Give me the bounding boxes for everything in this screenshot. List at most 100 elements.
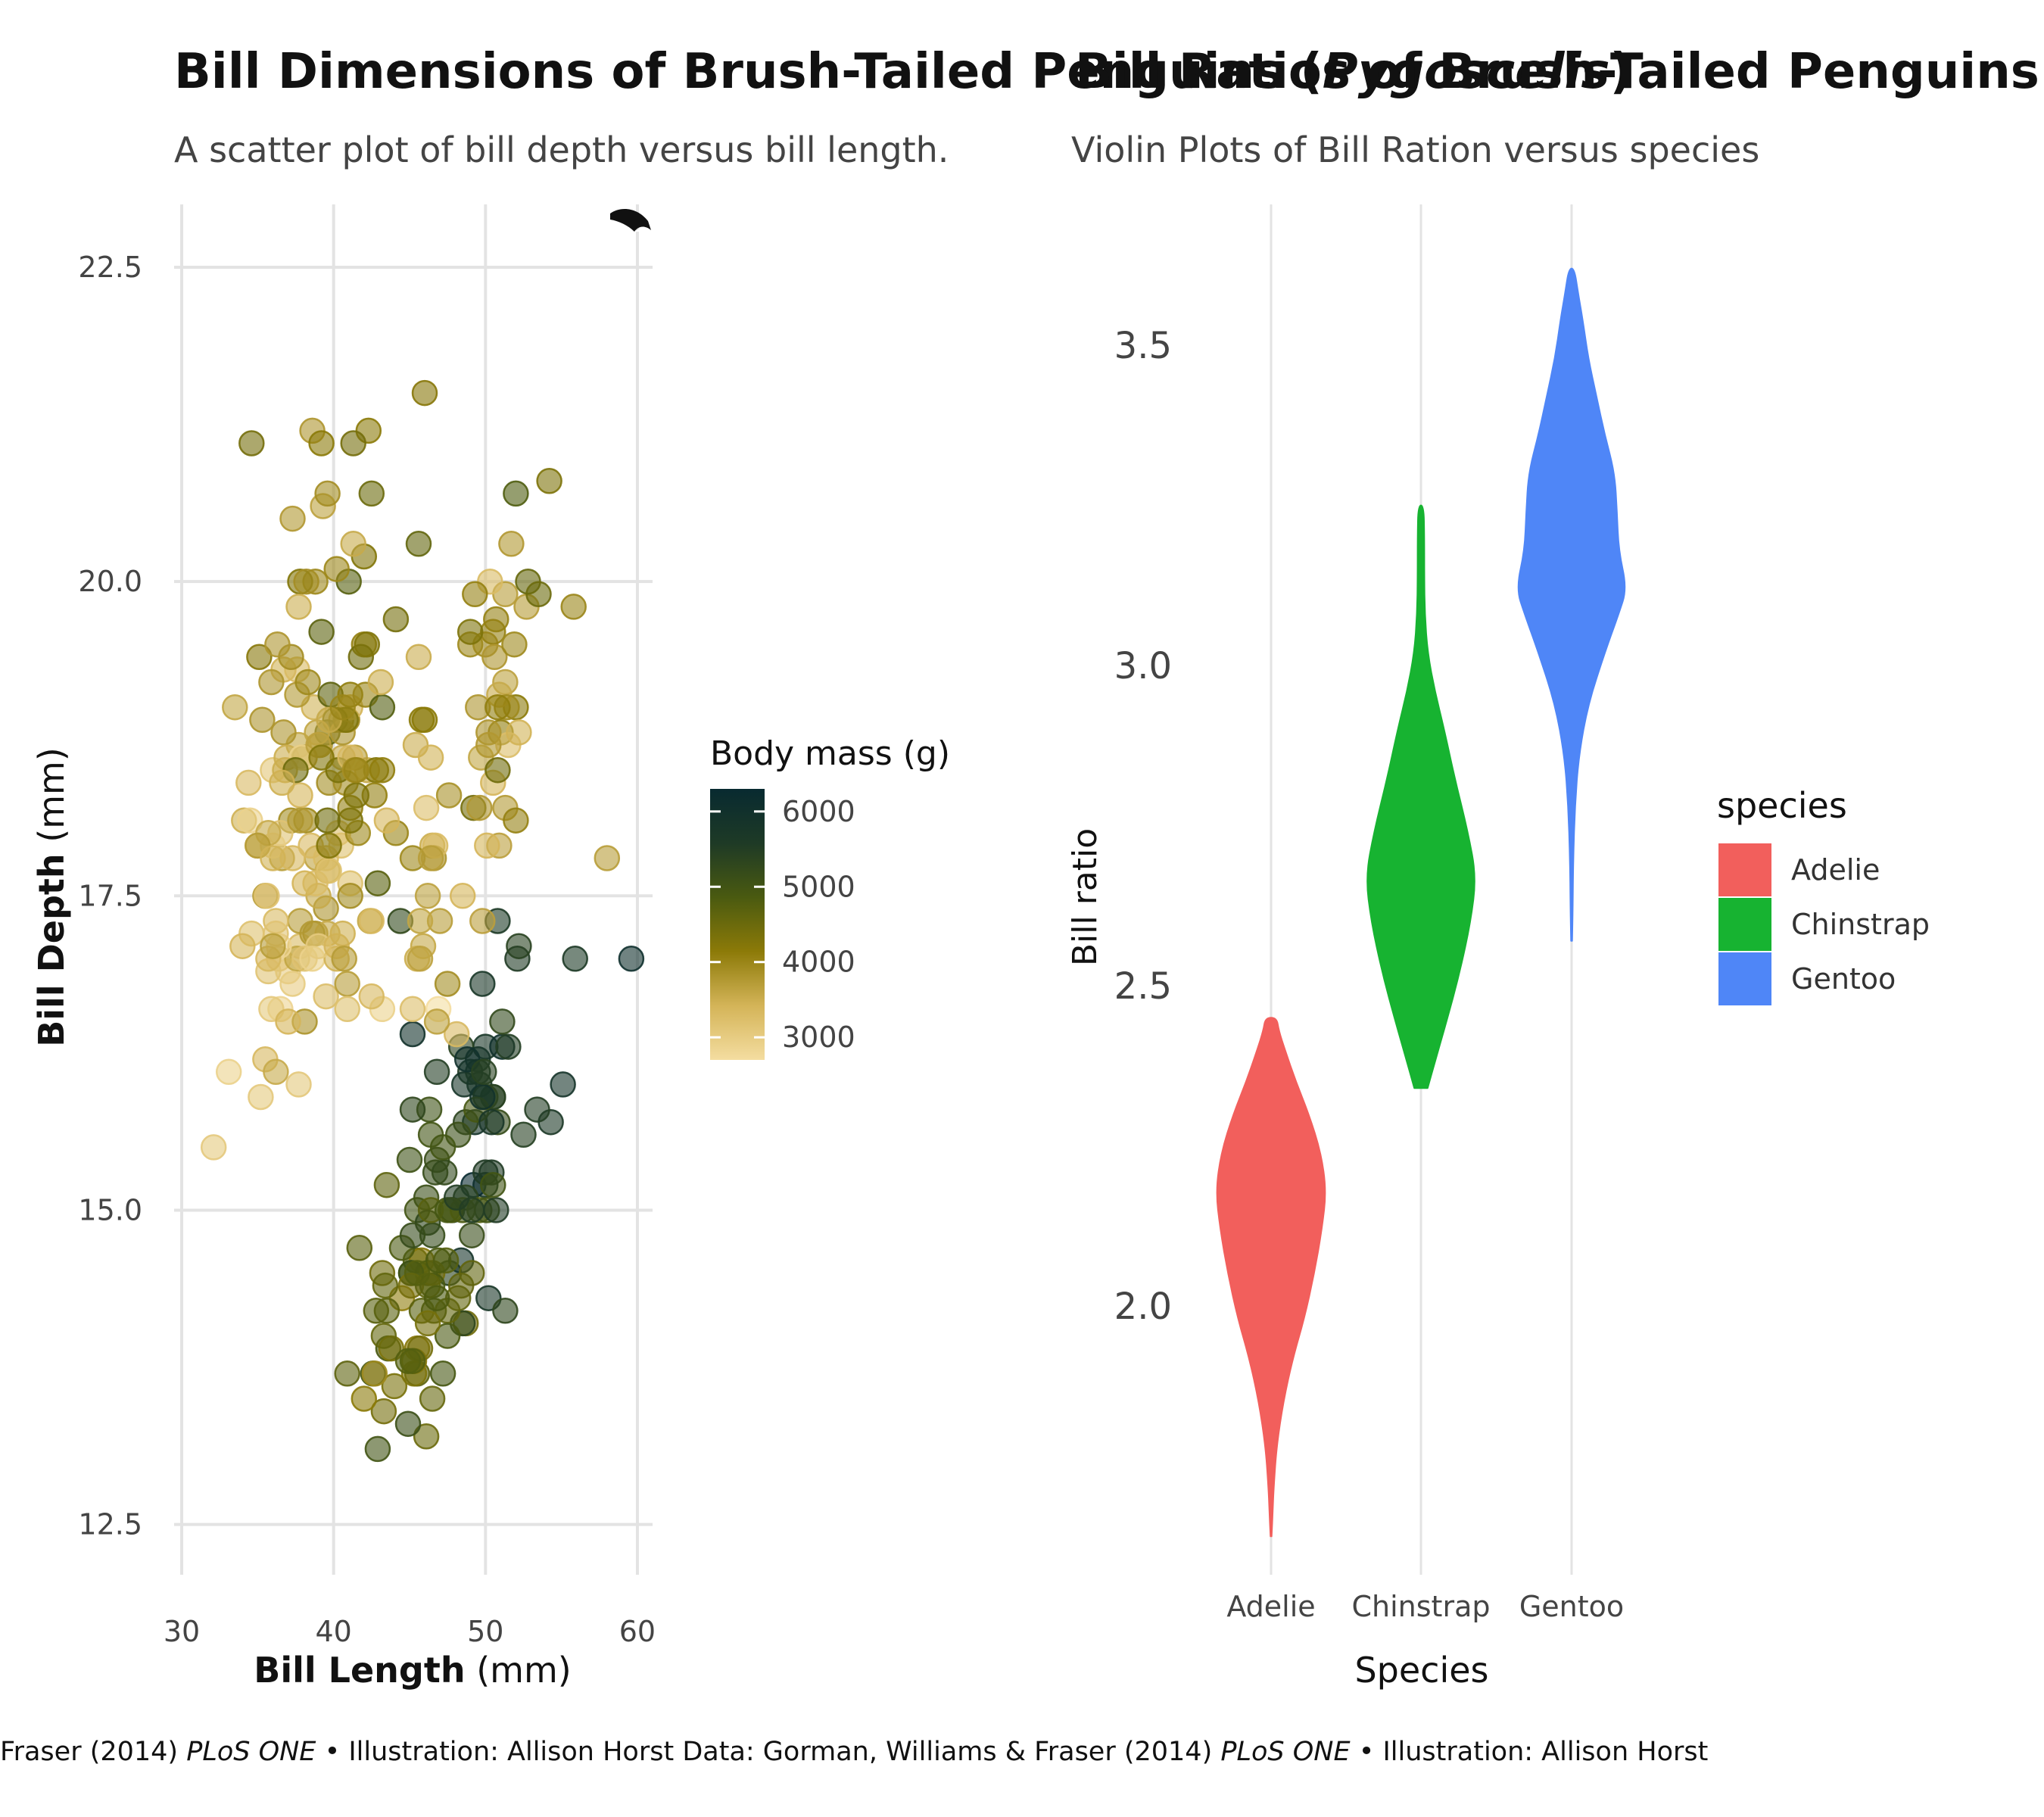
- scatter-point: [285, 594, 312, 620]
- scatter-point: [495, 1033, 522, 1060]
- scatter-point: [429, 1360, 456, 1387]
- scatter-point: [405, 531, 432, 557]
- scatter-point: [291, 870, 318, 896]
- scatter-point: [399, 1222, 426, 1248]
- scatter-point: [316, 832, 342, 859]
- y-tick-label: 20.0: [78, 565, 142, 598]
- scatter-point: [308, 744, 335, 771]
- scatter-point: [399, 1096, 426, 1123]
- scatter-point: [417, 845, 444, 871]
- scatter-point: [414, 1310, 441, 1337]
- scatter-point: [462, 581, 488, 608]
- scatter-point: [404, 1260, 431, 1286]
- violin-title: Bill Ratios of Brush-Tailed Penguins: [1075, 44, 2039, 100]
- scatter-point: [411, 379, 438, 407]
- scatter-point: [369, 756, 396, 784]
- scatter-point: [258, 669, 285, 696]
- scatter-point: [405, 644, 432, 671]
- scatter-point: [594, 845, 621, 871]
- legend-swatch-adelie: [1718, 843, 1771, 896]
- scatter-point: [361, 1360, 388, 1387]
- violin-axes: 2.0 2.5 3.0 3.5 Adelie Chinstrap Gentoo: [1114, 325, 1625, 1623]
- scatter-point: [381, 1373, 408, 1400]
- scatter-point: [293, 568, 319, 595]
- scatter-point: [399, 1021, 426, 1048]
- scatter-point: [474, 832, 500, 859]
- scatter-point: [238, 430, 265, 457]
- scatter-point: [373, 1171, 400, 1198]
- violins: [1216, 267, 1626, 1538]
- scatter-point: [478, 1108, 505, 1136]
- scatter-point: [370, 1323, 397, 1349]
- scatter-point: [308, 619, 335, 645]
- scatter-point: [489, 1008, 516, 1035]
- scatter-point: [254, 883, 280, 909]
- scatter-y-axis-title: Bill Depth (mm): [31, 747, 72, 1047]
- scatter-point: [503, 480, 529, 507]
- scatter-points: [200, 379, 645, 1463]
- violin-y-axis-label: Bill ratio: [1066, 828, 1105, 966]
- scatter-point: [618, 946, 645, 972]
- scatter-point: [263, 1058, 289, 1086]
- species-legend: Adelie Chinstrap Gentoo: [1718, 843, 1930, 1005]
- violin-x-tick-label: Adelie: [1226, 1590, 1315, 1623]
- violin-x-axis-label: Species: [1354, 1650, 1488, 1691]
- x-tick-label: 50: [467, 1615, 503, 1648]
- caption: Fraser (2014) PLoS ONE • Illustration: A…: [0, 1737, 1708, 1767]
- scatter-point: [413, 1423, 440, 1450]
- scatter-point: [269, 769, 295, 796]
- y-tick-label: 15.0: [78, 1193, 142, 1226]
- scatter-point: [469, 1083, 496, 1111]
- scatter-point: [343, 782, 370, 809]
- scatter-point: [340, 531, 366, 557]
- scatter-point: [506, 719, 532, 746]
- penguin-illustration-icon: [610, 209, 651, 232]
- scatter-title: Bill Dimensions of Brush-Tailed Penguins…: [174, 44, 1632, 100]
- scatter-point: [562, 946, 588, 972]
- scatter-point: [200, 1134, 227, 1161]
- scatter-point: [443, 1184, 470, 1211]
- scatter-point: [358, 983, 385, 1010]
- scatter-point: [222, 693, 248, 721]
- colorbar-tick-label: 5000: [782, 870, 855, 903]
- scatter-point: [260, 933, 286, 959]
- legend-label-chinstrap: Chinstrap: [1791, 908, 1930, 941]
- scatter-point: [417, 744, 444, 771]
- scatter-point: [264, 631, 291, 658]
- scatter-point: [429, 1134, 456, 1161]
- x-tick-label: 40: [315, 1615, 351, 1648]
- scatter-point: [419, 1385, 446, 1412]
- scatter-point: [314, 480, 341, 507]
- legend-label-adelie: Adelie: [1791, 853, 1880, 887]
- penguin-beak-icon: [634, 227, 648, 232]
- scatter-point: [423, 1285, 450, 1311]
- scatter-point: [364, 1435, 391, 1463]
- scatter-point: [331, 946, 357, 972]
- scatter-point: [431, 1159, 458, 1186]
- scatter-point: [503, 807, 529, 834]
- legend-label-gentoo: Gentoo: [1791, 962, 1896, 996]
- scatter-point: [237, 807, 263, 834]
- scatter-point: [411, 706, 438, 734]
- scatter-point: [434, 971, 461, 997]
- violin-y-tick-label: 3.0: [1114, 645, 1172, 687]
- scatter-point: [270, 719, 297, 746]
- scatter-point: [435, 782, 463, 809]
- violin-y-tick-label: 2.0: [1114, 1286, 1172, 1328]
- scatter-point: [506, 933, 532, 959]
- scatter-point: [480, 1171, 506, 1198]
- scatter-point: [423, 1058, 450, 1086]
- scatter-point: [469, 971, 496, 997]
- scatter-point: [399, 996, 426, 1023]
- scatter-point: [394, 1348, 422, 1374]
- scatter-point: [323, 556, 350, 582]
- scatter-point: [329, 920, 356, 947]
- scatter-point: [394, 1410, 422, 1437]
- scatter-point: [287, 807, 313, 834]
- scatter-point: [334, 1360, 360, 1387]
- scatter-point: [407, 946, 434, 972]
- scatter-point: [407, 908, 434, 934]
- scatter-point: [246, 644, 273, 671]
- scatter-point: [396, 1146, 423, 1173]
- scatter-point: [358, 480, 385, 507]
